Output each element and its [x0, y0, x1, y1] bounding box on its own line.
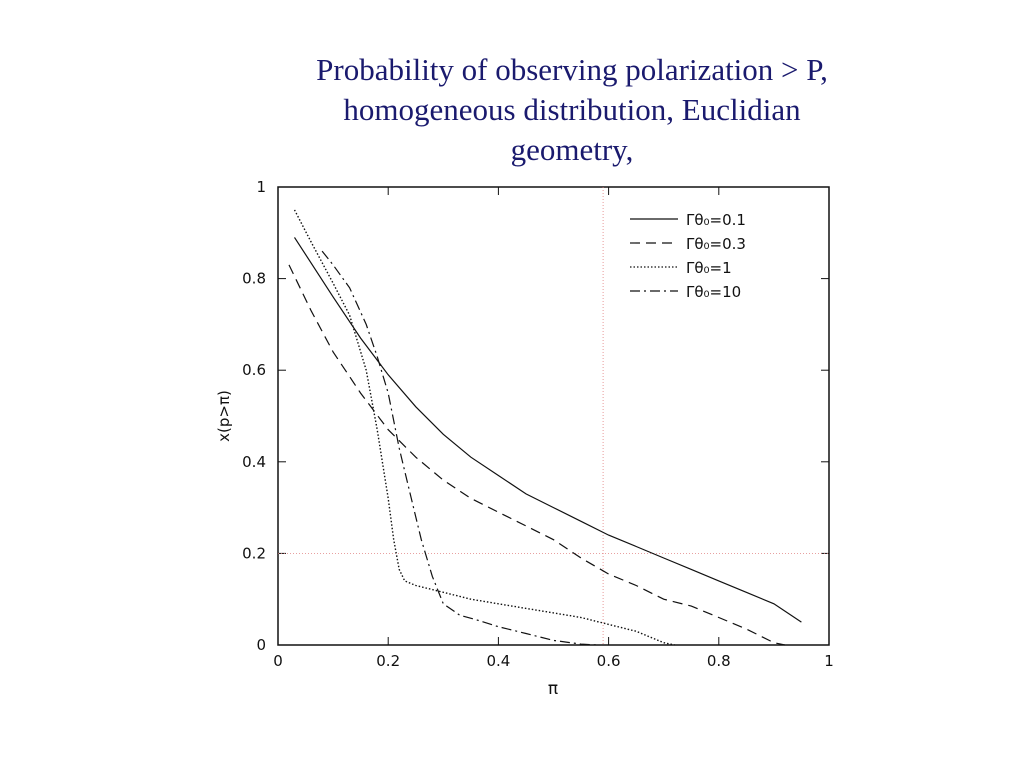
y-tick-label: 0 [256, 636, 266, 654]
reference-lines [278, 187, 829, 645]
slide-title: Probability of observing polarization > … [262, 50, 882, 170]
y-tick-label: 0.2 [242, 544, 266, 562]
x-tick-label: 0.2 [376, 652, 400, 670]
legend-label-3: Γθ₀=1 [686, 259, 732, 277]
x-tick-label: 0.4 [486, 652, 510, 670]
y-tick-label: 1 [256, 178, 266, 196]
legend-label-4: Γθ₀=10 [686, 283, 741, 301]
x-tick-label: 0.6 [597, 652, 621, 670]
series-line-2 [288, 264, 786, 646]
x-tick-label: 0 [273, 652, 283, 670]
y-tick-label: 0.4 [242, 453, 266, 471]
plot-frame [277, 186, 830, 646]
legend: Γθ₀=0.1 Γθ₀=0.3 Γθ₀=1 Γθ₀=10 [630, 211, 746, 301]
series-group [288, 209, 802, 646]
tick-group: 0 0.2 0.4 0.6 0.8 1 0 0.2 0.4 0.6 0.8 1 [242, 178, 834, 670]
legend-label-1: Γθ₀=0.1 [686, 211, 746, 229]
series-line-3 [293, 209, 675, 646]
slide-title-line-3: geometry, [510, 132, 634, 167]
y-tick-label: 0.8 [242, 270, 266, 288]
x-tick-label: 0.8 [707, 652, 731, 670]
series-line-1 [293, 237, 802, 623]
legend-label-2: Γθ₀=0.3 [686, 235, 746, 253]
slide-title-line-1: Probability of observing polarization > … [316, 52, 828, 87]
y-tick-label: 0.6 [242, 361, 266, 379]
x-axis-label: π [548, 679, 558, 699]
slide-title-line-2: homogeneous distribution, Euclidian [343, 92, 801, 127]
x-tick-label: 1 [824, 652, 834, 670]
series-line-4 [321, 250, 598, 646]
y-axis-label: x(p>π) [215, 390, 233, 442]
